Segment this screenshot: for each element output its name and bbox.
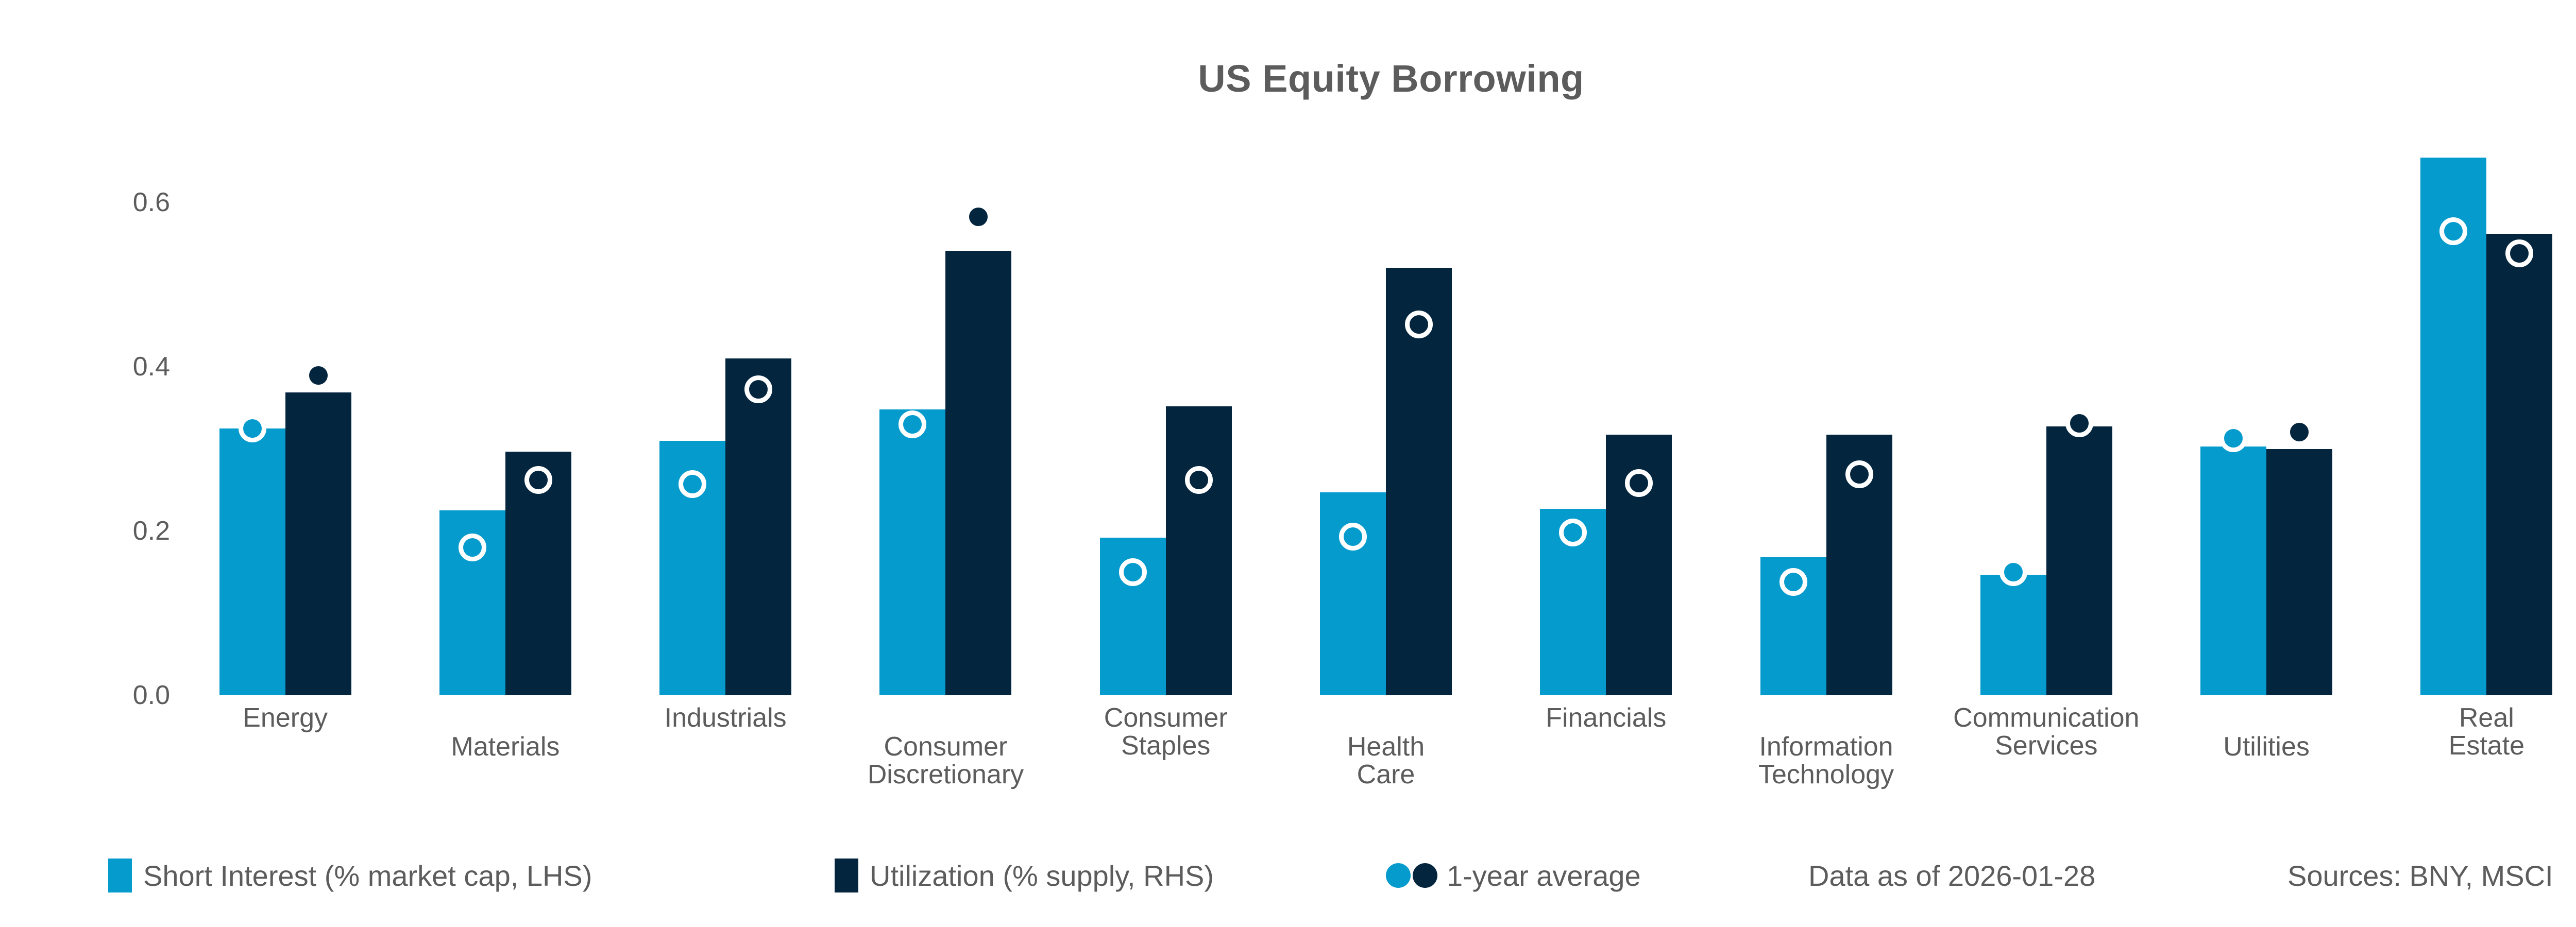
short-interest-bar[interactable]: [2200, 446, 2267, 695]
bar-group: [1760, 129, 1892, 695]
y-axis-left-tick: 0.4: [132, 352, 170, 382]
utilization-average-marker-icon: [1625, 469, 1653, 497]
average-marker-icon: [1386, 863, 1437, 888]
x-axis-label: Industrials: [664, 703, 787, 733]
short-interest-bar[interactable]: [879, 409, 946, 695]
x-axis-label: Communication Services: [1953, 703, 2140, 761]
utilization-average-marker-icon: [304, 361, 332, 389]
legend-label-utilization: Utilization (% supply, RHS): [870, 859, 1214, 892]
utilization-bar[interactable]: [1386, 267, 1452, 695]
utilization-average-marker-icon: [524, 466, 552, 494]
bar-group: [879, 129, 1012, 695]
short-interest-swatch-icon: [108, 859, 132, 892]
short-interest-average-marker-icon: [1779, 568, 1807, 596]
short-interest-bar[interactable]: [1980, 574, 2046, 695]
bar-group: [219, 129, 351, 695]
short-interest-average-marker-icon: [1559, 519, 1587, 547]
y-axis-left-tick: 0.6: [132, 187, 170, 218]
short-interest-average-marker-icon: [1999, 558, 2027, 586]
x-axis-label: Consumer Discretionary: [867, 732, 1024, 789]
utilization-average-marker-icon: [2065, 409, 2093, 437]
utilization-average-marker-icon: [964, 202, 993, 231]
utilization-bar[interactable]: [2486, 233, 2553, 695]
legend-item-utilization[interactable]: Utilization (% supply, RHS): [835, 845, 1214, 906]
y-axis-left-tick: 0.0: [132, 680, 170, 710]
bar-group: [2420, 129, 2553, 695]
short-interest-average-marker-icon: [238, 414, 266, 442]
utilization-average-marker-icon: [1184, 466, 1213, 494]
x-axis-label: Financials: [1546, 703, 1667, 733]
bar-group: [439, 129, 571, 695]
utilization-bar[interactable]: [1165, 406, 1232, 695]
x-axis-label: Information Technology: [1758, 732, 1894, 789]
utilization-average-marker-icon: [2505, 239, 2534, 267]
utilization-bar[interactable]: [2046, 426, 2112, 695]
legend-label-average: 1-year average: [1447, 859, 1641, 892]
chart-legend: Short Interest (% market cap, LHS) Utili…: [0, 845, 2576, 912]
bar-group: [1980, 129, 2112, 695]
bar-group: [2200, 129, 2333, 695]
short-interest-average-marker-icon: [2219, 424, 2248, 453]
x-axis-label: Consumer Staples: [1104, 703, 1228, 761]
legend-label-short-interest: Short Interest (% market cap, LHS): [143, 859, 592, 892]
bar-group: [659, 129, 792, 695]
short-interest-average-marker-icon: [458, 534, 486, 562]
bar-group: [1099, 129, 1232, 695]
y-axis-left-tick: 0.2: [132, 516, 170, 546]
x-axis-label: Materials: [451, 732, 560, 762]
sources-label: Sources: BNY, MSCI: [2287, 859, 2553, 892]
utilization-average-marker-icon: [2285, 418, 2314, 446]
short-interest-average-marker-icon: [1118, 558, 1147, 586]
bar-group: [1540, 129, 1672, 695]
legend-item-short-interest[interactable]: Short Interest (% market cap, LHS): [108, 845, 592, 906]
x-axis-label: Utilities: [2223, 732, 2310, 762]
short-interest-bar[interactable]: [219, 428, 285, 695]
utilization-bar[interactable]: [725, 358, 792, 695]
utilization-average-marker-icon: [1405, 310, 1433, 338]
short-interest-average-marker-icon: [2439, 217, 2468, 246]
plot-area: [175, 129, 2576, 695]
utilization-bar[interactable]: [2266, 449, 2333, 695]
short-interest-average-marker-icon: [1339, 523, 1367, 551]
utilization-average-marker-icon: [1845, 460, 1873, 488]
data-as-of-note: Data as of 2026-01-28: [1808, 845, 2095, 906]
x-axis-label: Real Estate: [2448, 703, 2525, 761]
sources-note: Sources: BNY, MSCI: [2287, 845, 2553, 906]
utilization-bar[interactable]: [285, 392, 351, 695]
utilization-average-marker-icon: [744, 375, 773, 403]
utilization-bar[interactable]: [945, 250, 1012, 695]
bar-group: [1320, 129, 1452, 695]
utilization-swatch-icon: [835, 859, 858, 892]
chart-title: US Equity Borrowing: [1198, 57, 1584, 100]
short-interest-average-marker-icon: [899, 410, 927, 438]
legend-item-average[interactable]: 1-year average: [1386, 845, 1641, 906]
short-interest-bar[interactable]: [2420, 157, 2487, 695]
x-axis-label: Energy: [243, 703, 328, 733]
data-as-of-label: Data as of 2026-01-28: [1808, 859, 2096, 892]
x-axis-label: Health Care: [1347, 732, 1425, 789]
short-interest-average-marker-icon: [679, 470, 707, 499]
